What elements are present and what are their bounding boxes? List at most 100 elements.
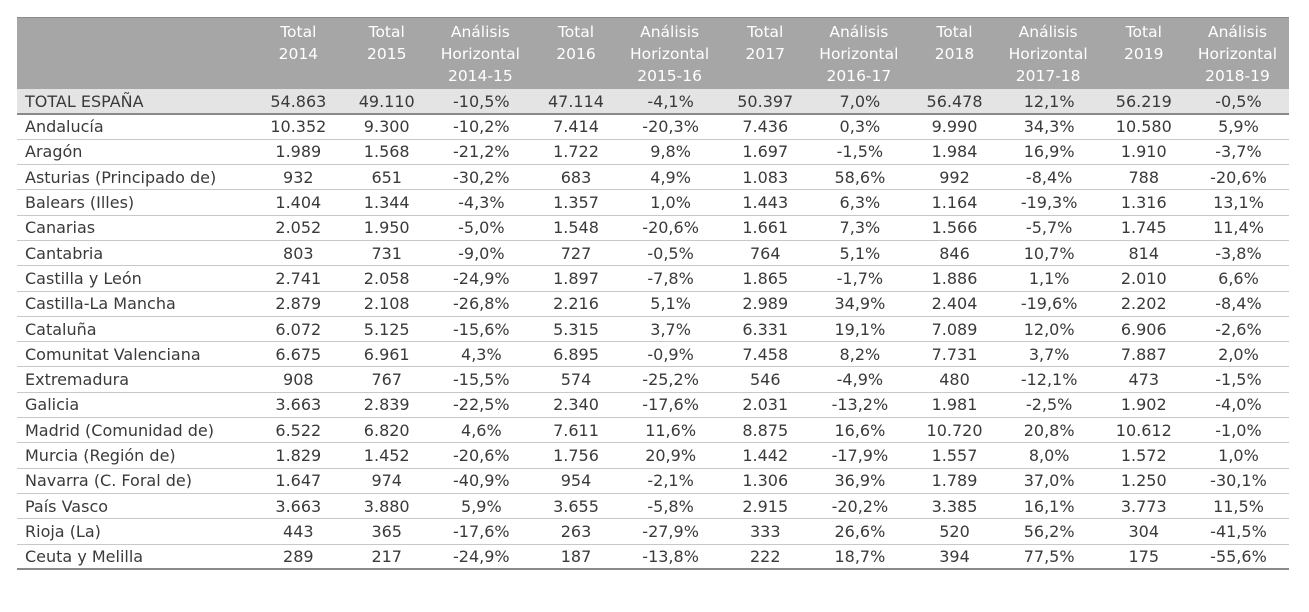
table-cell: 5.125	[342, 316, 431, 343]
table-row: Cantabria 803 731 -9,0% 727 -0,5% 764 5,1% 846 10…	[17, 240, 1289, 267]
table-cell: 767	[342, 366, 431, 393]
table-cell: 5,1%	[809, 240, 911, 267]
table-cell: 77,5%	[998, 544, 1100, 571]
table-cell: 4,9%	[620, 164, 722, 191]
table-cell: 1.902	[1099, 392, 1188, 419]
table-cell: -20,2%	[809, 493, 911, 520]
table-cell: 3.663	[254, 493, 343, 520]
table-cell: 1,0%	[620, 189, 722, 216]
table-cell: 10.720	[910, 417, 999, 444]
table-body: TOTAL ESPAÑA 54.863 49.110 -10,5% 47.114…	[17, 89, 1289, 571]
regional-totals-table: Total 2014 Total 2015 Análisis Horizonta…	[17, 17, 1289, 571]
table-cell: 1.984	[910, 139, 999, 166]
table-cell: 2.108	[342, 291, 431, 317]
header-cell-analysis-2017-18: Análisis Horizontal 2017-18	[998, 17, 1100, 89]
table-cell: 574	[531, 366, 621, 393]
table-cell: 34,3%	[998, 114, 1100, 140]
table-cell: 2.202	[1099, 291, 1188, 317]
table-cell: 1.557	[910, 442, 999, 469]
table-cell: -30,2%	[430, 164, 532, 191]
table-cell: 2.404	[910, 291, 999, 317]
table-cell: 2.839	[342, 392, 431, 419]
table-cell: 9.990	[910, 114, 999, 140]
table-cell: 5.315	[531, 316, 621, 343]
table-cell: -22,5%	[430, 392, 532, 419]
table-cell: 1.404	[254, 189, 343, 216]
table-cell: 1.306	[721, 468, 810, 494]
table-cell: 7.458	[721, 341, 810, 368]
table-cell: -20,3%	[620, 114, 722, 140]
table-cell: 50.397	[721, 89, 810, 115]
table-cell: 47.114	[531, 89, 621, 115]
header-cell-region	[17, 17, 255, 89]
table-cell: -20,6%	[620, 215, 722, 241]
table-cell: 3.773	[1099, 493, 1188, 520]
table-row: Rioja (La) 443 365 -17,6% 263 -27,9% 333 26,6% 5…	[17, 518, 1289, 545]
table-cell: 9,8%	[620, 139, 722, 166]
table-row: Madrid (Comunidad de) 6.522 6.820 4,6% 7.611…	[17, 417, 1289, 444]
table-cell: -12,1%	[998, 366, 1100, 393]
table-cell: 0,3%	[809, 114, 911, 140]
table-cell: 3.880	[342, 493, 431, 520]
table-row: País Vasco 3.663 3.880 5,9% 3.655 -5,8% 2.915-…	[17, 493, 1289, 520]
table-cell: 2.031	[721, 392, 810, 419]
table-cell: 36,9%	[809, 468, 911, 494]
table-cell: 365	[342, 518, 431, 545]
table-row: Extremadura 908 767 -15,5% 574 -25,2% 546 -4,9%…	[17, 366, 1289, 393]
table-cell: 6.820	[342, 417, 431, 444]
table-cell: -2,6%	[1187, 316, 1289, 343]
region-name-cell: Asturias (Principado de)	[17, 164, 255, 191]
table-cell: 480	[910, 366, 999, 393]
table-cell: 5,1%	[620, 291, 722, 317]
table-cell: -7,8%	[620, 265, 722, 292]
region-name-cell: Navarra (C. Foral de)	[17, 468, 255, 494]
table-cell: 8,2%	[809, 341, 911, 368]
region-name-cell: Castilla y León	[17, 265, 255, 292]
table-cell: -15,5%	[430, 366, 532, 393]
table-cell: 13,1%	[1187, 189, 1289, 216]
header-cell-total-2016: Total 2016	[531, 17, 621, 89]
table-cell: -4,1%	[620, 89, 722, 115]
table-cell: -3,8%	[1187, 240, 1289, 267]
table-cell: 1.548	[531, 215, 621, 241]
table-cell: 1.452	[342, 442, 431, 469]
table-row: Canarias 2.052 1.950 -5,0% 1.548 -20,6% 1.661 7…	[17, 215, 1289, 241]
region-name-cell: Cantabria	[17, 240, 255, 267]
table-cell: 2.216	[531, 291, 621, 317]
table-row: Galicia 3.663 2.839 -22,5% 2.340 -17,6% 2.031-…	[17, 392, 1289, 419]
table-cell: -2,5%	[998, 392, 1100, 419]
table-cell: 304	[1099, 518, 1188, 545]
table-cell: 1.829	[254, 442, 343, 469]
table-cell: 2,0%	[1187, 341, 1289, 368]
table-cell: -2,1%	[620, 468, 722, 494]
table-cell: 8.875	[721, 417, 810, 444]
table-cell: 1.865	[721, 265, 810, 292]
table-cell: 263	[531, 518, 621, 545]
header-cell-total-2015: Total 2015	[342, 17, 431, 89]
table-cell: -5,0%	[430, 215, 532, 241]
table-cell: -55,6%	[1187, 544, 1289, 571]
table-cell: -1,7%	[809, 265, 911, 292]
region-name-cell: Comunitat Valenciana	[17, 341, 255, 368]
table-cell: -0,5%	[1187, 89, 1289, 115]
table-cell: 1.572	[1099, 442, 1188, 469]
table-cell: -41,5%	[1187, 518, 1289, 545]
header-cell-total-2017: Total 2017	[721, 17, 810, 89]
table-cell: 651	[342, 164, 431, 191]
table-cell: 1.897	[531, 265, 621, 292]
table-cell: -3,7%	[1187, 139, 1289, 166]
table-row: Aragón 1.989 1.568 -21,2% 1.722 9,8% 1.697 -1,5…	[17, 139, 1289, 166]
region-name-cell: País Vasco	[17, 493, 255, 520]
table-cell: 10,7%	[998, 240, 1100, 267]
table-cell: 932	[254, 164, 343, 191]
table-cell: 974	[342, 468, 431, 494]
table-cell: 992	[910, 164, 999, 191]
table-cell: 1.250	[1099, 468, 1188, 494]
table-cell: 546	[721, 366, 810, 393]
table-cell: 7,0%	[809, 89, 911, 115]
table-cell: 2.741	[254, 265, 343, 292]
table-cell: 394	[910, 544, 999, 571]
table-cell: 4,3%	[430, 341, 532, 368]
table-cell: 520	[910, 518, 999, 545]
table-cell: 803	[254, 240, 343, 267]
